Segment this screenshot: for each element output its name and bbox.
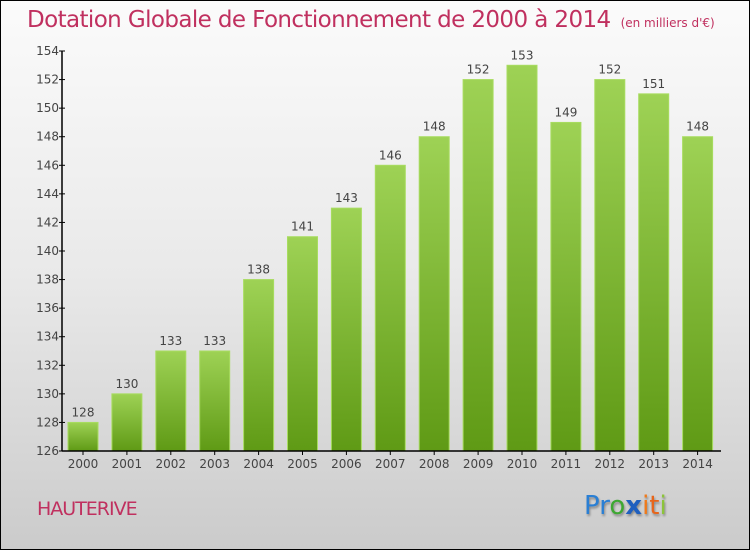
y-tick-label-132: 132 <box>36 358 59 372</box>
y-tick-label-142: 142 <box>36 215 59 229</box>
bar-2003 <box>199 350 231 452</box>
bar-2011 <box>550 121 582 452</box>
city-name: HAUTERIVE <box>37 498 138 520</box>
value-label-2006: 143 <box>335 191 358 205</box>
y-tick-label-150: 150 <box>36 101 59 115</box>
y-tick-label-152: 152 <box>36 73 59 87</box>
x-tick-label-2000: 2000 <box>68 457 99 471</box>
chart-unit-label: (en milliers d'€) <box>620 16 715 30</box>
value-label-2001: 130 <box>115 377 138 391</box>
proxiti-logo: Proxiti <box>584 491 667 521</box>
x-tick-label-2006: 2006 <box>331 457 362 471</box>
x-tick-label-2004: 2004 <box>243 457 274 471</box>
value-label-2002: 133 <box>159 334 182 348</box>
bar-2006 <box>330 207 362 452</box>
bar-2010 <box>506 64 538 452</box>
value-label-2000: 128 <box>72 405 95 419</box>
bar-2008 <box>418 136 450 452</box>
x-tick-label-2001: 2001 <box>112 457 143 471</box>
bar-2012 <box>594 79 626 452</box>
value-label-2005: 141 <box>291 220 314 234</box>
bar-2013 <box>638 93 670 452</box>
logo-letter: P <box>584 491 600 521</box>
x-tick-label-2002: 2002 <box>156 457 187 471</box>
bar-2014 <box>682 136 714 452</box>
y-tick-label-146: 146 <box>36 158 59 172</box>
y-tick-label-138: 138 <box>36 273 59 287</box>
value-label-2010: 153 <box>511 48 534 62</box>
logo-letter: i <box>642 491 650 521</box>
y-tick-label-154: 154 <box>36 44 59 58</box>
x-tick-label-2007: 2007 <box>375 457 406 471</box>
logo-letter: x <box>625 491 643 521</box>
logo-letter: o <box>609 491 626 521</box>
bar-2002 <box>155 350 187 452</box>
axes-group: 2000 2001 2002 2003 2004 2005 2006 2007 2008 2009… <box>36 44 721 471</box>
logo-letter: i <box>659 491 667 521</box>
y-tick-label-128: 128 <box>36 415 59 429</box>
x-tick-label-2003: 2003 <box>199 457 230 471</box>
value-label-2012: 152 <box>598 63 621 77</box>
x-tick-label-2005: 2005 <box>287 457 318 471</box>
bar-2009 <box>462 79 494 452</box>
y-tick-label-148: 148 <box>36 130 59 144</box>
value-label-2007: 146 <box>379 148 402 162</box>
bar-2004 <box>243 279 275 452</box>
value-label-2003: 133 <box>203 334 226 348</box>
y-tick-label-126: 126 <box>36 444 59 458</box>
bar-2007 <box>374 164 406 452</box>
logo-letter: t <box>649 491 660 521</box>
x-tick-label-2011: 2011 <box>551 457 582 471</box>
x-tick-label-2013: 2013 <box>638 457 669 471</box>
chart-title-text: Dotation Globale de Fonctionnement de 20… <box>27 7 611 33</box>
bar-2001 <box>111 393 143 452</box>
y-tick-label-136: 136 <box>36 301 59 315</box>
x-tick-label-2008: 2008 <box>419 457 450 471</box>
value-label-2014: 148 <box>686 120 709 134</box>
x-tick-label-2012: 2012 <box>595 457 626 471</box>
value-label-2011: 149 <box>554 105 577 119</box>
y-tick-label-130: 130 <box>36 387 59 401</box>
x-tick-label-2014: 2014 <box>682 457 713 471</box>
chart-title: Dotation Globale de Fonctionnement de 20… <box>27 7 715 33</box>
x-tick-label-2010: 2010 <box>507 457 538 471</box>
bars-group: 128 130 133 133 138 141 143 146 148 152 153 149 152 1… <box>67 48 714 452</box>
value-label-2008: 148 <box>423 120 446 134</box>
y-tick-label-134: 134 <box>36 330 59 344</box>
value-label-2013: 151 <box>642 77 665 91</box>
logo-letter: r <box>599 491 610 521</box>
value-label-2009: 152 <box>467 63 490 77</box>
x-tick-label-2009: 2009 <box>463 457 494 471</box>
bar-2005 <box>287 236 318 452</box>
y-tick-label-144: 144 <box>36 187 59 201</box>
bar-2000 <box>67 421 99 452</box>
y-tick-label-140: 140 <box>36 244 59 258</box>
value-label-2004: 138 <box>247 263 270 277</box>
